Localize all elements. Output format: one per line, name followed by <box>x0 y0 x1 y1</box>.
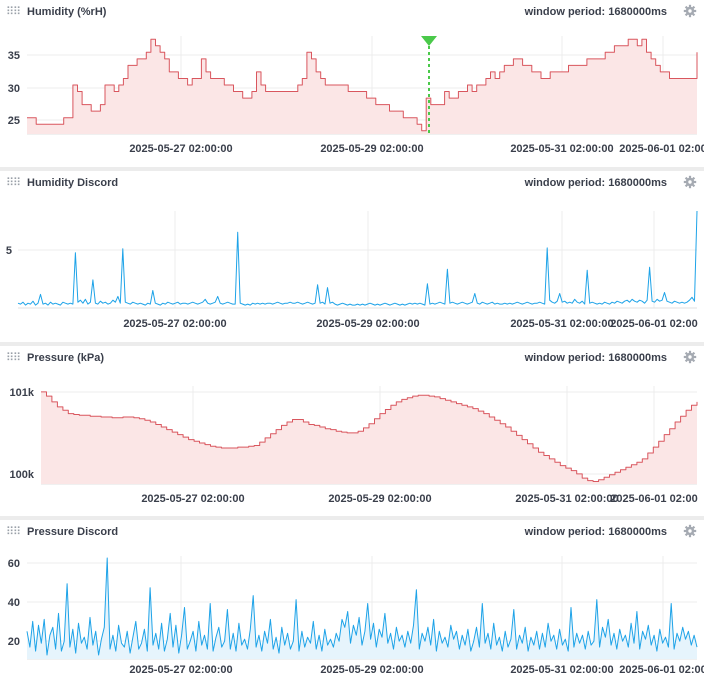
y-tick-label: 5 <box>6 245 12 257</box>
x-tick-label: 2025-06-01 02:00 <box>619 664 704 676</box>
x-tick-label: 2025-05-31 02:00:00 <box>510 664 613 676</box>
series-area <box>27 558 697 659</box>
window-period-label: window period: 1680000ms <box>524 526 667 538</box>
y-tick-label: 100k <box>10 469 35 481</box>
event-marker-triangle-icon[interactable] <box>421 36 437 46</box>
x-tick-label: 2025-05-29 02:00:00 <box>328 493 431 505</box>
y-tick-label: 30 <box>8 83 20 95</box>
x-tick-label: 2025-05-27 02:00:00 <box>129 664 232 676</box>
y-tick-label: 40 <box>8 597 20 609</box>
series-area <box>27 39 697 134</box>
series-line <box>41 391 698 482</box>
panel-title: Humidity Discord <box>27 177 119 189</box>
series-line <box>27 38 698 132</box>
gear-icon[interactable] <box>683 4 697 18</box>
x-tick-label: 2025-05-31 02:00:00 <box>510 318 613 330</box>
x-tick-label: 2025-06-01 02:00 <box>610 318 697 330</box>
panel-header[interactable]: ⠿⠿ Pressure (kPa) window period: 1680000ms <box>0 346 704 370</box>
y-tick-label: 101k <box>10 387 35 399</box>
y-tick-label: 60 <box>8 558 20 570</box>
panel-header[interactable]: ⠿⠿ Pressure Discord window period: 1680000… <box>0 520 704 544</box>
panel-header[interactable]: ⠿⠿ Humidity Discord window period: 1680000… <box>0 171 704 195</box>
window-period-label: window period: 1680000ms <box>524 352 667 364</box>
window-period-label: window period: 1680000ms <box>524 6 667 18</box>
x-tick-label: 2025-05-27 02:00:00 <box>129 143 232 155</box>
gear-icon[interactable] <box>683 524 697 538</box>
x-tick-label: 2025-05-27 02:00:00 <box>123 318 226 330</box>
x-tick-label: 2025-05-27 02:00:00 <box>141 493 244 505</box>
humidity-chart[interactable]: 35 30 25 2025-05-27 02:00:00 2025-05-29 02:0… <box>0 0 704 167</box>
panel-title: Pressure Discord <box>27 526 119 538</box>
drag-handle-icon[interactable]: ⠿⠿ <box>6 526 21 538</box>
gear-icon[interactable] <box>683 350 697 364</box>
x-tick-label: 2025-05-29 02:00:00 <box>320 664 423 676</box>
series-area <box>41 391 697 484</box>
x-tick-label: 2025-06-01 02:00 <box>610 493 697 505</box>
drag-handle-icon[interactable]: ⠿⠿ <box>6 6 21 18</box>
pressure-chart[interactable]: 101k 100k 2025-05-27 02:00:00 2025-05-29 02… <box>0 346 704 516</box>
humidity-discord-chart[interactable]: 5 2025-05-27 02:00:00 2025-05-29 02:00:00 2… <box>0 171 704 342</box>
x-tick-label: 2025-05-29 02:00:00 <box>320 143 423 155</box>
panel-header[interactable]: ⠿⠿ Humidity (%rH) window period: 1680000ms <box>0 0 704 24</box>
panel-title: Humidity (%rH) <box>27 6 107 18</box>
pressure-discord-panel: ⠿⠿ Pressure Discord window period: 1680000… <box>0 520 704 684</box>
panel-title: Pressure (kPa) <box>27 352 105 364</box>
y-tick-label: 35 <box>8 50 20 62</box>
window-period-label: window period: 1680000ms <box>524 177 667 189</box>
x-tick-label: 2025-06-01 02:00 <box>619 143 704 155</box>
pressure-discord-chart[interactable]: 60 40 20 2025-05-27 02:00:00 2025-05-29 02:0… <box>0 520 704 684</box>
x-tick-label: 2025-05-31 02:00:00 <box>510 143 613 155</box>
y-tick-label: 20 <box>8 636 20 648</box>
pressure-panel: ⠿⠿ Pressure (kPa) window period: 1680000ms… <box>0 346 704 516</box>
y-tick-label: 25 <box>8 115 20 127</box>
gear-icon[interactable] <box>683 175 697 189</box>
x-tick-label: 2025-05-31 02:00:00 <box>515 493 618 505</box>
series-line <box>26 557 698 656</box>
drag-handle-icon[interactable]: ⠿⠿ <box>6 352 21 364</box>
humidity-panel: ⠿⠿ Humidity (%rH) window period: 1680000ms… <box>0 0 704 167</box>
series-line <box>17 210 698 306</box>
drag-handle-icon[interactable]: ⠿⠿ <box>6 177 21 189</box>
humidity-discord-panel: ⠿⠿ Humidity Discord window period: 1680000… <box>0 171 704 342</box>
x-tick-label: 2025-05-29 02:00:00 <box>316 318 419 330</box>
